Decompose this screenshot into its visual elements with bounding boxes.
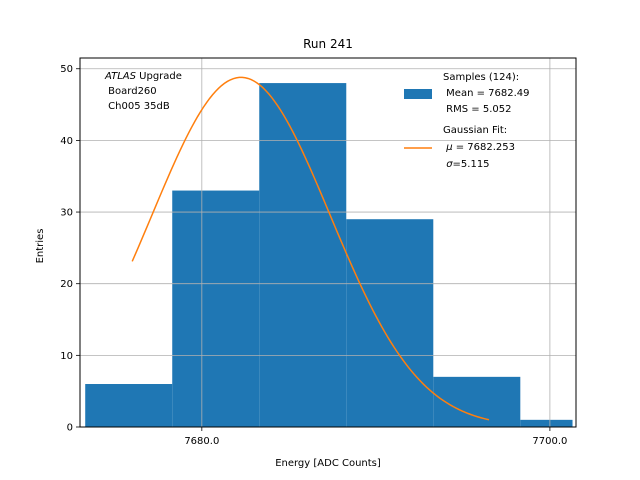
y-tick-label-4: 40 [60,136,73,147]
atlas-word: ATLAS [104,71,137,82]
legend: Samples (124): Mean = 7682.49 RMS = 5.05… [404,72,530,170]
annotation-line-0: ATLAS Upgrade [104,71,182,82]
annotation-line-1: Board260 [105,86,157,97]
x-axis-ticks: 7680.0 7700.0 [184,427,567,447]
y-axis-ticks: 0 10 20 30 40 50 [60,64,80,434]
chart-title: Run 241 [303,37,353,51]
y-tick-label-0: 0 [67,423,73,434]
y-tick-label-3: 30 [60,208,73,219]
histogram-bar-3 [346,219,434,427]
histogram-bar-2 [259,83,347,427]
histogram-bar-1 [172,190,260,427]
y-tick-label-1: 10 [60,351,73,362]
x-tick-label-1: 7700.0 [532,436,567,447]
legend-fit-text-1: μ = 7682.253 [443,142,515,153]
x-tick-label-0: 7680.0 [184,436,219,447]
histogram-bar-5 [520,419,573,427]
plot-frame [79,57,577,428]
y-tick-label-2: 20 [60,279,73,290]
x-axis-label: Energy [ADC Counts] [275,458,381,469]
legend-fit-text-2: σ=5.115 [443,159,490,170]
histogram-bar-0 [85,384,173,427]
y-tick-label-5: 50 [60,64,73,75]
atlas-annotation: ATLAS Upgrade Board260 Ch005 35dB [104,71,182,112]
annotation-line-2: Ch005 35dB [105,101,170,112]
histogram-bar-4 [433,376,521,427]
legend-histogram-text-2: RMS = 5.052 [443,104,511,115]
y-axis-label: Entries [35,229,46,264]
legend-histogram-swatch [404,89,432,99]
atlas-rest: Upgrade [136,71,182,82]
fit-curve-group [131,76,490,421]
legend-histogram-text-0: Samples (124): [443,72,519,83]
gaussian-fit-line [131,76,490,421]
legend-fit-text-0: Gaussian Fit: [443,125,507,136]
legend-histogram-text-1: Mean = 7682.49 [443,88,530,99]
grid-lines [80,58,576,428]
